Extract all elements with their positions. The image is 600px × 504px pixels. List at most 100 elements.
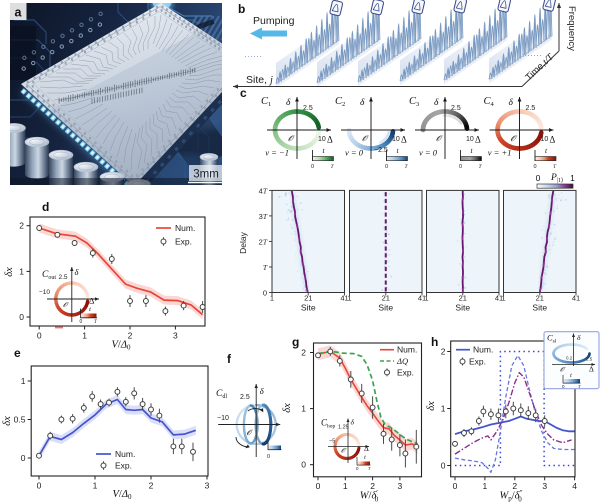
svg-text:Chop: Chop [321, 418, 336, 430]
svg-text:21: 21 [304, 294, 312, 303]
svg-text:ν = −1: ν = −1 [265, 148, 289, 158]
svg-text:T: T [553, 164, 557, 170]
svg-text:41: 41 [495, 294, 503, 303]
svg-text:T: T [331, 164, 335, 170]
svg-text:δx: δx [2, 416, 13, 426]
svg-text:Num.: Num. [397, 345, 417, 355]
svg-text:0: 0 [80, 319, 83, 325]
svg-text:𝓞: 𝓞 [63, 301, 69, 309]
svg-text:T: T [578, 384, 581, 389]
svg-text:3: 3 [542, 481, 547, 491]
svg-text:−10: −10 [39, 289, 50, 296]
svg-text:δ: δ [260, 386, 265, 396]
svg-text:a: a [15, 6, 23, 20]
svg-text:V/Δ0: V/Δ0 [111, 340, 131, 352]
svg-text:t: t [470, 146, 473, 155]
svg-text:Cdl: Cdl [216, 389, 227, 400]
svg-text:10: 10 [541, 136, 549, 143]
svg-text:t: t [322, 146, 325, 155]
svg-text:Site: Site [378, 303, 393, 313]
svg-text:Exp.: Exp. [469, 357, 486, 367]
svg-text:𝓞: 𝓞 [288, 134, 295, 143]
svg-text:3T: 3T [259, 212, 268, 221]
svg-text:2: 2 [149, 481, 154, 491]
svg-text:41: 41 [418, 294, 426, 303]
svg-text:0: 0 [459, 164, 462, 170]
svg-text:0.5: 0.5 [14, 415, 26, 425]
svg-text:Exp.: Exp. [175, 237, 192, 247]
svg-text:2: 2 [301, 348, 306, 358]
svg-text:2: 2 [128, 331, 133, 341]
svg-text:21: 21 [459, 294, 467, 303]
svg-text:0: 0 [311, 164, 314, 170]
svg-text:δ: δ [577, 333, 581, 342]
svg-text:𝓞: 𝓞 [436, 134, 443, 143]
svg-text:Csl: Csl [547, 333, 557, 345]
svg-text:4: 4 [572, 481, 577, 491]
svg-text:f: f [227, 352, 232, 366]
svg-text:······: ······ [524, 50, 542, 60]
svg-text:0: 0 [536, 173, 541, 183]
svg-text:−5: −5 [329, 439, 335, 445]
svg-text:41: 41 [572, 294, 580, 303]
svg-text:2.5: 2.5 [526, 105, 536, 112]
svg-text:0.2: 0.2 [566, 356, 573, 361]
svg-text:0: 0 [37, 481, 42, 491]
svg-text:Site: Site [532, 303, 547, 313]
svg-text:T: T [94, 320, 98, 325]
svg-text:0: 0 [301, 460, 306, 470]
svg-text:0: 0 [562, 384, 565, 389]
svg-text:0: 0 [316, 481, 321, 491]
svg-text:−10: −10 [217, 415, 229, 422]
svg-text:W/δ′0: W/δ′ 0 [360, 489, 379, 504]
svg-text:1: 1 [343, 481, 348, 491]
svg-text:h: h [431, 335, 438, 349]
svg-text:2.5: 2.5 [303, 105, 313, 112]
svg-text:b: b [238, 2, 245, 16]
svg-text:𝓞: 𝓞 [511, 134, 518, 143]
svg-text:C3: C3 [409, 96, 419, 108]
svg-text:1: 1 [270, 294, 274, 303]
svg-text:Exp.: Exp. [115, 461, 132, 471]
svg-text:δx: δx [426, 401, 437, 411]
svg-text:3: 3 [398, 481, 403, 491]
svg-text:ν = 0: ν = 0 [345, 148, 364, 158]
svg-text:δx: δx [282, 403, 293, 413]
svg-text:2T: 2T [259, 237, 268, 246]
svg-text:t: t [364, 455, 366, 461]
svg-text:ν = 0: ν = 0 [419, 148, 438, 158]
svg-text:3: 3 [205, 481, 210, 491]
svg-text:0: 0 [534, 164, 537, 170]
svg-text:C2: C2 [335, 96, 345, 108]
svg-text:1.25: 1.25 [338, 425, 349, 431]
svg-text:T: T [263, 263, 268, 272]
svg-text:2.5: 2.5 [59, 274, 68, 281]
svg-text:4T: 4T [259, 186, 268, 195]
svg-text:Exp.: Exp. [397, 367, 414, 377]
svg-text:2: 2 [441, 347, 446, 357]
svg-text:Δ: Δ [401, 135, 407, 145]
svg-text:10: 10 [466, 136, 474, 143]
svg-text:Num.: Num. [473, 345, 493, 355]
svg-text:δ: δ [75, 267, 80, 277]
svg-text:Wp/δ″0: Wp/δ″ 0 [500, 489, 523, 504]
svg-text:Δ: Δ [589, 365, 594, 374]
svg-text:41: 41 [340, 294, 348, 303]
svg-text:𝓞: 𝓞 [362, 134, 369, 143]
svg-text:0: 0 [356, 466, 359, 471]
svg-text:ν = +1: ν = +1 [488, 148, 512, 158]
svg-text:T: T [405, 164, 409, 170]
svg-text:δ: δ [434, 98, 439, 108]
svg-text:−2.5: −2.5 [374, 147, 388, 154]
svg-text:2.5: 2.5 [451, 105, 461, 112]
svg-text:2.5: 2.5 [240, 394, 250, 401]
svg-text:δ: δ [509, 98, 514, 108]
svg-text:Frequency: Frequency [566, 6, 577, 51]
svg-text:t: t [570, 373, 572, 379]
svg-text:ΔQ: ΔQ [396, 356, 408, 366]
svg-text:0: 0 [385, 164, 388, 170]
svg-text:3: 3 [173, 331, 178, 341]
svg-text:𝓞: 𝓞 [341, 448, 347, 455]
svg-text:1: 1 [21, 376, 26, 386]
svg-text:Num.: Num. [115, 449, 135, 459]
